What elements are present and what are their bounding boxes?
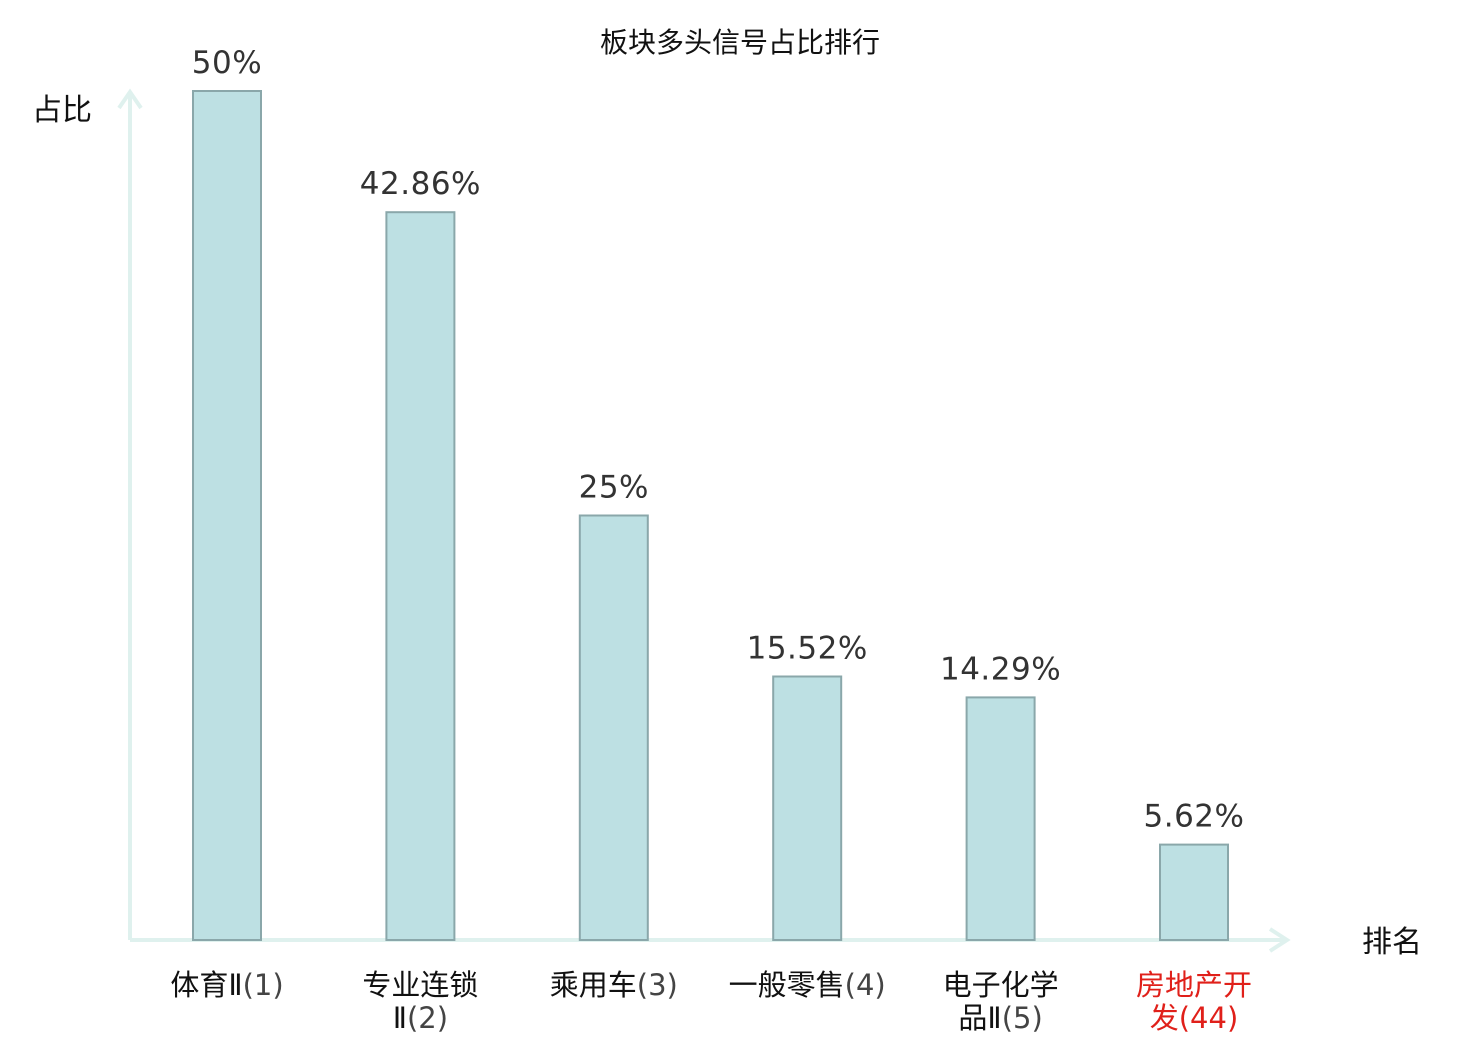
bar (772, 675, 843, 941)
category-name: 专业连锁 (362, 968, 478, 1002)
category-name: 体育Ⅱ (170, 968, 242, 1002)
category-rank: (1) (243, 968, 284, 1002)
bar (965, 696, 1036, 942)
category-name: 一般零售 (729, 968, 845, 1002)
category-label: 品Ⅱ(5) (958, 1001, 1042, 1035)
category-name: Ⅱ (393, 1001, 407, 1035)
category-rank: (4) (845, 968, 886, 1002)
category-label: 乘用车(3) (550, 968, 678, 1002)
bar-value-label: 15.52% (747, 631, 868, 667)
bar (578, 514, 649, 941)
bar-value-label: 5.62% (1144, 799, 1245, 835)
bar-value-label: 42.86% (360, 166, 481, 202)
category-name: 乘用车 (550, 968, 637, 1002)
category-rank: (2) (407, 1001, 448, 1035)
chart-title: 板块多头信号占比排行 (600, 26, 880, 59)
y-axis-arrow (117, 88, 143, 110)
bar (1159, 843, 1229, 941)
bar-value-label: 50% (192, 45, 262, 81)
category-rank: (44) (1179, 1001, 1239, 1035)
value-labels-group: 50% 42.86% 25% 15.52% 14.29% 5.62% (192, 45, 1245, 835)
category-name: 电子化学 (943, 968, 1059, 1002)
bar-value-label: 14.29% (940, 651, 1061, 687)
x-axis-label: 排名 (1362, 925, 1422, 960)
y-axis-label: 占比 (32, 93, 92, 128)
bar (385, 211, 456, 941)
category-label: 发(44) (1150, 1001, 1239, 1035)
bar-value-label: 25% (579, 470, 649, 506)
bars-group (192, 90, 1229, 942)
category-name: 品Ⅱ (958, 1001, 1001, 1035)
category-name: 房地产开 (1136, 968, 1252, 1002)
category-label: Ⅱ(2) (393, 1001, 448, 1035)
category-rank: (5) (1002, 1001, 1043, 1035)
category-rank: (3) (637, 968, 678, 1002)
category-label: 专业连锁 (362, 968, 478, 1002)
category-label: 体育Ⅱ(1) (170, 968, 283, 1002)
bar (192, 90, 262, 941)
category-label: 电子化学 (943, 968, 1059, 1002)
category-label: 房地产开 (1136, 968, 1252, 1002)
category-name: 发 (1150, 1001, 1179, 1035)
category-label: 一般零售(4) (729, 968, 886, 1002)
x-axis-arrow (1268, 927, 1291, 953)
